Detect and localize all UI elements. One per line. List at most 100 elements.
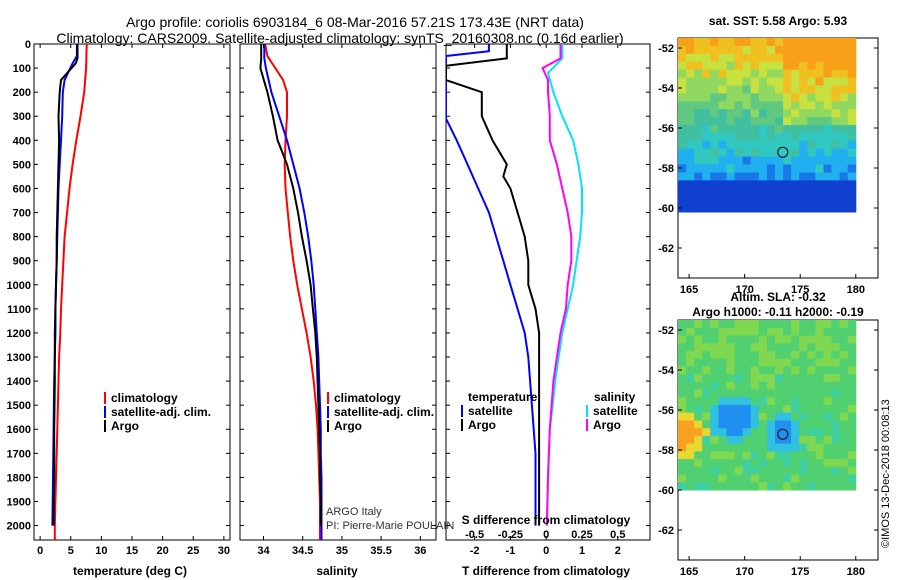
heatmap-cell: [766, 389, 776, 398]
heatmap-cell: [783, 412, 792, 421]
heatmap-cell: [847, 412, 857, 421]
credit-line1: ARGO Italy: [326, 506, 382, 518]
heatmap-cell: [783, 172, 792, 181]
heatmap-cell: [807, 69, 816, 78]
heatmap-cell: [734, 109, 744, 118]
heatmap-cell: [678, 125, 687, 134]
heatmap-cell: [775, 117, 784, 126]
heatmap-cell: [734, 451, 744, 460]
heatmap-cell: [807, 428, 816, 437]
heatmap-cell: [847, 61, 857, 71]
heatmap-cell: [686, 459, 695, 468]
depth-tick-label: 1400: [7, 376, 31, 388]
heatmap-cell: [791, 428, 800, 437]
heatmap-cell: [694, 343, 703, 352]
heatmap-cell: [815, 381, 824, 390]
heatmap-cell: [702, 459, 711, 468]
heatmap-cell: [775, 381, 784, 390]
heatmap-cell: [686, 474, 695, 483]
heatmap-cell: [783, 164, 792, 173]
heatmap-cell: [799, 69, 808, 78]
heatmap-cell: [734, 466, 744, 475]
heatmap-cell: [694, 482, 703, 491]
heatmap-cell: [718, 172, 727, 181]
heatmap-cell: [791, 343, 800, 352]
heatmap-cell: [839, 93, 849, 102]
heatmap-cell: [710, 366, 719, 375]
heatmap-cell: [766, 188, 776, 197]
heatmap-cell: [847, 335, 857, 344]
heatmap-cell: [799, 466, 808, 475]
x-tick-label: 10: [95, 545, 107, 557]
heatmap-cell: [807, 412, 816, 421]
map-y-tick-label: -52: [658, 43, 674, 55]
heatmap-cell: [710, 381, 719, 390]
heatmap-cell: [766, 117, 776, 126]
heatmap-cell: [807, 125, 816, 134]
heatmap-cell: [775, 389, 784, 398]
depth-tick-label: 2000: [7, 521, 31, 533]
heatmap-cell: [783, 140, 792, 150]
heatmap-cell: [686, 140, 695, 150]
heatmap-cell: [702, 69, 711, 78]
heatmap-cell: [847, 466, 857, 475]
heatmap-cell: [823, 204, 833, 213]
heatmap-cell: [823, 335, 833, 344]
heatmap-cell: [831, 204, 841, 213]
heatmap-cell: [847, 381, 857, 390]
temperature-axes: [33, 43, 231, 541]
heatmap-cell: [702, 180, 711, 189]
heatmap-cell: [726, 117, 736, 126]
heatmap-cell: [750, 172, 760, 181]
heatmap-cell: [839, 412, 849, 421]
heatmap-cell: [799, 451, 808, 460]
depth-tick-label: 1900: [7, 496, 31, 508]
difference-axes: [445, 43, 651, 541]
heatmap-cell: [847, 180, 857, 189]
heatmap-cell: [775, 335, 784, 344]
salinity-satellite-adj-clim--line: [263, 44, 323, 540]
heatmap-cell: [742, 482, 752, 491]
heatmap-cell: [799, 132, 808, 142]
heatmap-cell: [815, 188, 824, 197]
header-line2: Climatology: CARS2009. Satellite-adjuste…: [56, 30, 623, 46]
heatmap-cell: [742, 397, 752, 406]
heatmap-cell: [742, 320, 752, 329]
heatmap-cell: [783, 405, 792, 414]
heatmap-cell: [734, 381, 744, 390]
heatmap-cell: [775, 366, 784, 375]
heatmap-cell: [783, 69, 792, 78]
heatmap-cell: [710, 397, 719, 406]
heatmap-cell: [847, 101, 857, 110]
heatmap-cell: [750, 61, 760, 71]
heatmap-cell: [815, 466, 824, 475]
heatmap-cell: [775, 61, 784, 71]
heatmap-cell: [694, 435, 703, 445]
heatmap-cell: [815, 125, 824, 134]
heatmap-cell: [839, 132, 849, 142]
heatmap-cell: [847, 93, 857, 102]
heatmap-cell: [678, 69, 687, 78]
heatmap-cell: [694, 53, 703, 63]
heatmap-cell: [839, 474, 849, 483]
heatmap-cell: [734, 459, 744, 468]
temperature-argo-line: [52, 44, 79, 526]
heatmap-cell: [710, 196, 719, 205]
heatmap-cell: [791, 435, 800, 445]
heatmap-cell: [831, 412, 841, 421]
heatmap-cell: [791, 389, 800, 398]
heatmap-cell: [791, 320, 800, 329]
heatmap-cell: [702, 204, 711, 213]
heatmap-cell: [718, 343, 727, 352]
depth-tick-label: 1300: [7, 352, 31, 364]
heatmap-cell: [831, 109, 841, 118]
heatmap-cell: [847, 327, 857, 336]
heatmap-cell: [758, 405, 768, 414]
heatmap-cell: [678, 443, 687, 452]
heatmap-cell: [766, 148, 776, 158]
heatmap-cell: [799, 420, 808, 429]
heatmap-cell: [742, 148, 752, 158]
heatmap-cell: [847, 204, 857, 213]
x-tick-label: 2: [615, 545, 621, 557]
heatmap-cell: [686, 343, 695, 352]
